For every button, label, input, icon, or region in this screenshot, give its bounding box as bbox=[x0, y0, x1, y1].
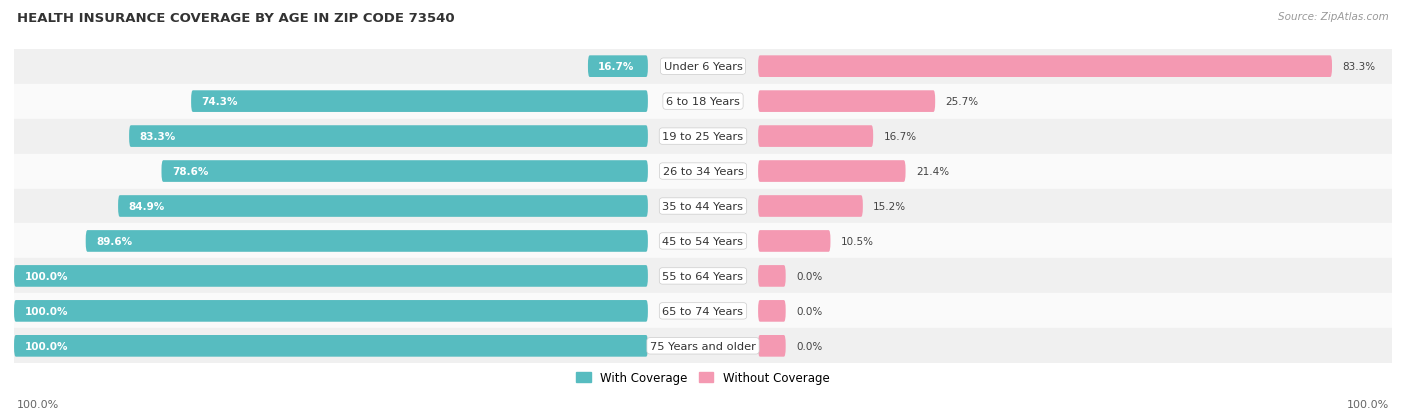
FancyBboxPatch shape bbox=[758, 126, 873, 147]
FancyBboxPatch shape bbox=[162, 161, 648, 183]
Text: 15.2%: 15.2% bbox=[873, 202, 907, 211]
Bar bbox=[14, 84, 1392, 119]
Bar bbox=[14, 189, 1392, 224]
FancyBboxPatch shape bbox=[758, 196, 863, 217]
Text: 25.7%: 25.7% bbox=[945, 97, 979, 107]
Bar bbox=[14, 224, 1392, 259]
Text: 100.0%: 100.0% bbox=[24, 341, 67, 351]
FancyBboxPatch shape bbox=[118, 196, 648, 217]
Text: 74.3%: 74.3% bbox=[201, 97, 238, 107]
Text: Under 6 Years: Under 6 Years bbox=[664, 62, 742, 72]
Text: 78.6%: 78.6% bbox=[172, 166, 208, 177]
Text: 6 to 18 Years: 6 to 18 Years bbox=[666, 97, 740, 107]
FancyBboxPatch shape bbox=[86, 230, 648, 252]
Text: 89.6%: 89.6% bbox=[96, 236, 132, 247]
Text: 75 Years and older: 75 Years and older bbox=[650, 341, 756, 351]
Text: 100.0%: 100.0% bbox=[1347, 399, 1389, 409]
Text: 21.4%: 21.4% bbox=[915, 166, 949, 177]
FancyBboxPatch shape bbox=[758, 266, 786, 287]
Bar bbox=[14, 294, 1392, 329]
Text: 100.0%: 100.0% bbox=[24, 306, 67, 316]
FancyBboxPatch shape bbox=[758, 335, 786, 357]
Text: Source: ZipAtlas.com: Source: ZipAtlas.com bbox=[1278, 12, 1389, 22]
FancyBboxPatch shape bbox=[758, 300, 786, 322]
FancyBboxPatch shape bbox=[129, 126, 648, 147]
Text: 0.0%: 0.0% bbox=[796, 341, 823, 351]
Text: 84.9%: 84.9% bbox=[128, 202, 165, 211]
Text: 0.0%: 0.0% bbox=[796, 306, 823, 316]
Bar bbox=[14, 259, 1392, 294]
Text: 55 to 64 Years: 55 to 64 Years bbox=[662, 271, 744, 281]
Text: 35 to 44 Years: 35 to 44 Years bbox=[662, 202, 744, 211]
Text: 16.7%: 16.7% bbox=[599, 62, 634, 72]
Text: 26 to 34 Years: 26 to 34 Years bbox=[662, 166, 744, 177]
Text: 45 to 54 Years: 45 to 54 Years bbox=[662, 236, 744, 247]
FancyBboxPatch shape bbox=[14, 266, 648, 287]
FancyBboxPatch shape bbox=[191, 91, 648, 113]
Bar bbox=[14, 119, 1392, 154]
Text: 65 to 74 Years: 65 to 74 Years bbox=[662, 306, 744, 316]
Bar bbox=[14, 329, 1392, 363]
Text: 100.0%: 100.0% bbox=[24, 271, 67, 281]
Text: 83.3%: 83.3% bbox=[1343, 62, 1375, 72]
FancyBboxPatch shape bbox=[758, 56, 1331, 78]
FancyBboxPatch shape bbox=[14, 335, 648, 357]
Text: 83.3%: 83.3% bbox=[139, 132, 176, 142]
Text: 16.7%: 16.7% bbox=[883, 132, 917, 142]
FancyBboxPatch shape bbox=[758, 161, 905, 183]
FancyBboxPatch shape bbox=[588, 56, 648, 78]
Text: 100.0%: 100.0% bbox=[17, 399, 59, 409]
Bar bbox=[14, 50, 1392, 84]
Text: 0.0%: 0.0% bbox=[796, 271, 823, 281]
FancyBboxPatch shape bbox=[758, 230, 831, 252]
Legend: With Coverage, Without Coverage: With Coverage, Without Coverage bbox=[572, 367, 834, 389]
Text: HEALTH INSURANCE COVERAGE BY AGE IN ZIP CODE 73540: HEALTH INSURANCE COVERAGE BY AGE IN ZIP … bbox=[17, 12, 454, 25]
Text: 19 to 25 Years: 19 to 25 Years bbox=[662, 132, 744, 142]
FancyBboxPatch shape bbox=[758, 91, 935, 113]
FancyBboxPatch shape bbox=[14, 300, 648, 322]
Bar bbox=[14, 154, 1392, 189]
Text: 10.5%: 10.5% bbox=[841, 236, 873, 247]
